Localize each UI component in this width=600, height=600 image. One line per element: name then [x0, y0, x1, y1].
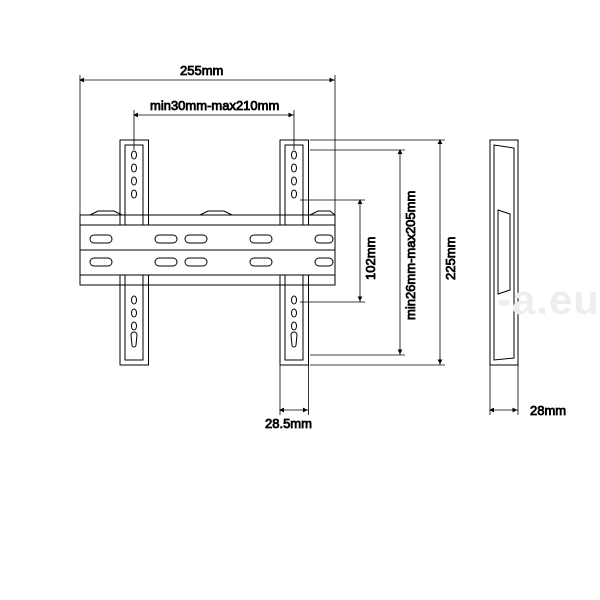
front-view [80, 140, 335, 365]
dim-bracket-width: 28.5mm [265, 416, 312, 431]
dim-total-height: 225mm [443, 237, 458, 280]
dim-inner-height: min26mm-max205mm [403, 191, 418, 320]
dim-total-width: 255mm [180, 63, 223, 78]
dim-center-height: 102mm [363, 237, 378, 280]
dim-inner-width: min30mm-max210mm [150, 98, 279, 113]
dim-depth: 28mm [530, 403, 566, 418]
side-view [490, 140, 518, 365]
watermark-text: -a.eu [497, 276, 600, 324]
